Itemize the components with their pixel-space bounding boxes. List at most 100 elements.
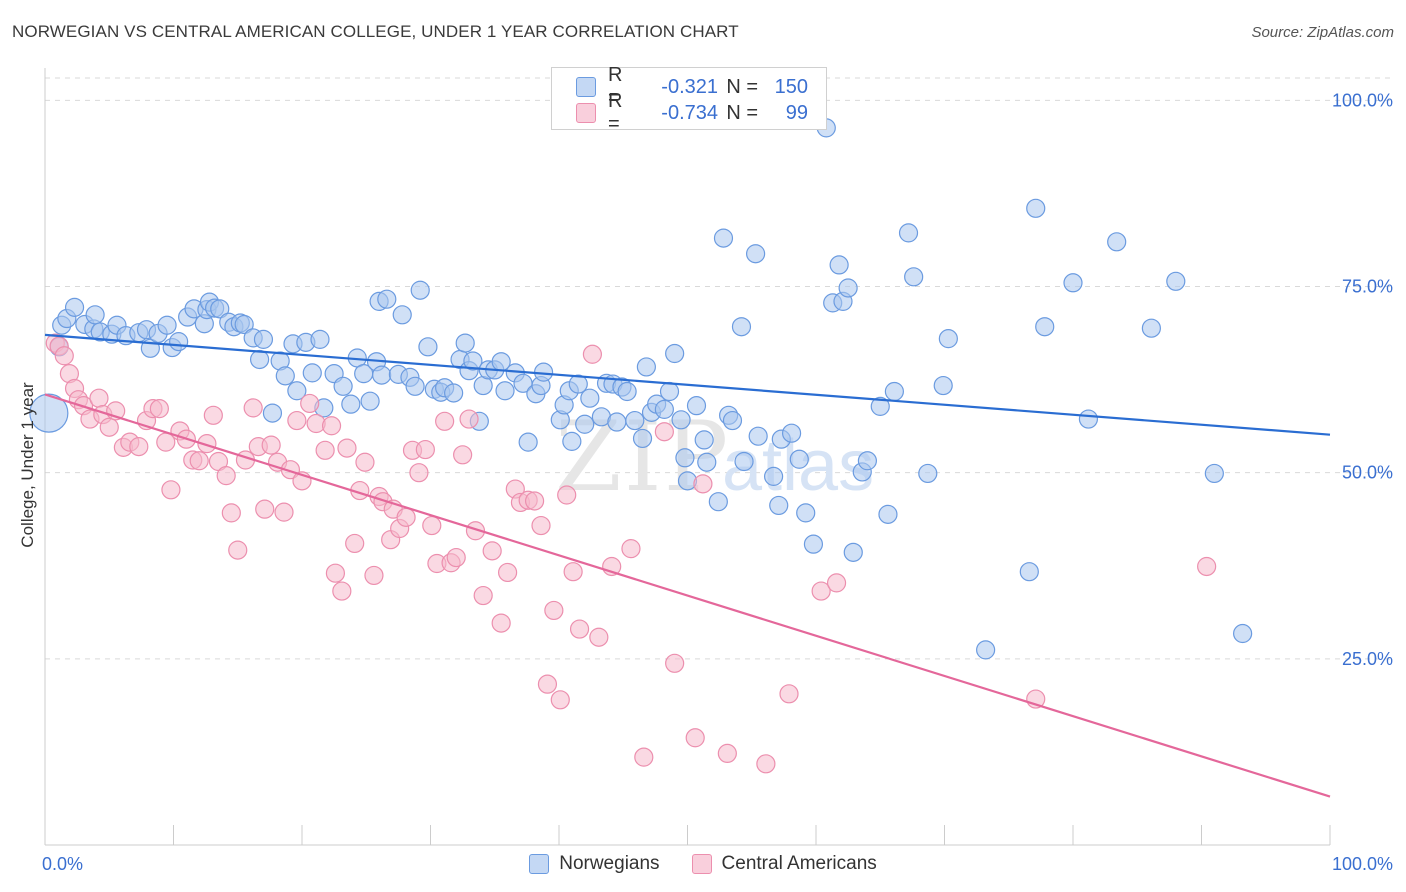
norwegian-point — [1019, 562, 1039, 582]
legend-r-value: -0.321 — [661, 75, 718, 98]
central-american-point — [337, 438, 357, 458]
central-american-point — [1197, 556, 1217, 577]
norwegian-point — [463, 351, 483, 371]
norwegian-point — [249, 349, 270, 370]
chart-source: Source: ZipAtlas.com — [1251, 24, 1394, 41]
series-legend: Norwegians Central Americans — [0, 853, 1406, 875]
central-american-point — [531, 515, 551, 536]
norwegian-point — [898, 223, 919, 243]
central-american-point — [287, 410, 307, 431]
legend-item-norwegians[interactable]: Norwegians — [529, 853, 660, 875]
norwegian-point — [938, 329, 958, 349]
legend-item-central-americans[interactable]: Central Americans — [691, 853, 877, 875]
norwegian-point — [789, 449, 809, 469]
norwegian-point — [632, 428, 653, 449]
norwegians-trend-line — [44, 333, 1331, 436]
central-american-point — [422, 515, 442, 536]
central-american-point — [99, 417, 119, 437]
norwegian-point — [262, 403, 283, 423]
norwegian-point — [1063, 273, 1083, 293]
central-american-point — [345, 533, 365, 554]
legend-swatch-central-americans — [691, 854, 712, 874]
central-american-point — [453, 445, 473, 465]
central-american-point — [557, 485, 577, 505]
norwegian-point — [253, 329, 274, 349]
central-american-point — [149, 399, 169, 419]
norwegian-point — [708, 492, 728, 512]
axes — [44, 68, 1331, 846]
norwegian-point — [686, 396, 707, 416]
central-american-point — [524, 491, 545, 511]
norwegian-point — [933, 375, 953, 396]
central-american-point — [473, 585, 493, 606]
norwegian-point — [287, 381, 307, 401]
norwegian-point — [85, 305, 105, 325]
legend-swatch-norwegians — [529, 854, 550, 874]
legend-n-value: 150 — [774, 75, 808, 98]
central-american-point — [582, 344, 603, 364]
central-american-point — [315, 440, 335, 460]
y-axis-label: College, Under 1 year — [18, 382, 37, 548]
norwegian-point — [410, 280, 430, 300]
norwegian-point — [575, 414, 595, 434]
central-american-point — [665, 653, 685, 673]
norwegian-point — [731, 317, 752, 337]
central-american-point — [332, 581, 352, 601]
central-american-point — [435, 411, 455, 431]
central-american-point — [161, 480, 181, 500]
central-american-point — [465, 521, 486, 541]
norwegian-point — [333, 376, 353, 396]
norwegian-point — [275, 366, 295, 386]
norwegian-point — [748, 426, 768, 446]
norwegian-point — [654, 399, 674, 419]
norwegian-point — [1026, 198, 1046, 218]
norwegian-point — [562, 431, 582, 451]
central-american-point — [693, 474, 713, 494]
norwegian-point — [1141, 318, 1161, 338]
central-american-point — [221, 503, 241, 523]
norwegian-point — [769, 495, 789, 516]
norwegian-point — [796, 503, 816, 523]
norwegian-point — [169, 332, 189, 352]
norwegian-point — [377, 289, 397, 309]
central-american-point — [409, 463, 429, 483]
norwegian-point — [918, 463, 938, 484]
central-american-point — [685, 728, 705, 748]
legend-swatch-norwegians — [576, 77, 596, 97]
norwegian-point — [210, 299, 230, 319]
norwegian-point — [580, 388, 600, 408]
central-american-point — [274, 502, 294, 522]
central-american-point — [621, 539, 641, 559]
central-american-point — [243, 398, 263, 418]
chart-title: NORWEGIAN VS CENTRAL AMERICAN COLLEGE, U… — [12, 22, 739, 41]
norwegian-point — [360, 391, 380, 411]
central-american-point — [589, 627, 609, 647]
central-american-point — [544, 600, 564, 621]
norwegian-point — [1035, 317, 1055, 337]
norwegian-point — [665, 343, 685, 364]
norwegian-point — [607, 412, 627, 432]
central-american-point — [355, 452, 375, 472]
legend-n-label: N = — [726, 75, 758, 98]
central-american-point — [228, 540, 248, 560]
norwegian-point — [878, 504, 898, 524]
y-tick-label: 75.0% — [1342, 277, 1393, 297]
central-american-point — [537, 674, 558, 694]
norwegian-point — [157, 315, 177, 335]
central-american-point — [300, 393, 320, 414]
legend-n-value: 99 — [785, 101, 808, 124]
norwegian-point — [1233, 623, 1253, 644]
norwegian-point — [1204, 463, 1224, 484]
norwegian-point — [29, 393, 69, 433]
x-tick-label: 0.0% — [42, 854, 83, 874]
norwegian-point — [636, 357, 656, 377]
central-american-point — [569, 619, 590, 639]
central-americans-trend-line — [44, 393, 1331, 798]
norwegian-point — [1107, 232, 1127, 252]
central-american-point — [203, 405, 223, 425]
stats-legend: R = -0.321 N = 150 R = -0.734 N = 99 — [551, 64, 827, 135]
central-american-point — [321, 416, 342, 436]
norwegian-point — [829, 255, 849, 275]
norwegian-point — [904, 267, 924, 287]
norwegian-point — [746, 244, 766, 264]
